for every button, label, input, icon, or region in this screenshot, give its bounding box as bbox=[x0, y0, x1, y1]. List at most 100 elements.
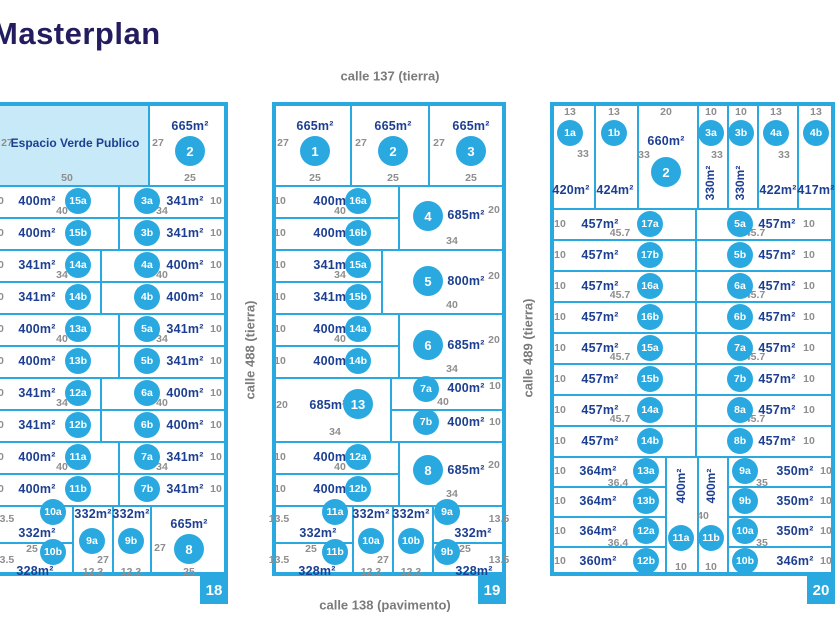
lot-area-label: 400m² bbox=[313, 481, 351, 496]
lot-area-label: 341m² bbox=[166, 193, 204, 208]
dimension-label: 12.3 bbox=[400, 565, 422, 578]
lot-area-label: 685m² bbox=[309, 397, 347, 412]
lot-circle-12a: 12a bbox=[633, 518, 659, 544]
lot-boundary-line bbox=[550, 394, 835, 396]
lot-circle-16b: 16b bbox=[637, 304, 663, 330]
lot-circle-14b: 14b bbox=[345, 348, 371, 374]
dimension-label: 13 bbox=[770, 105, 782, 118]
lot-area-label: 341m² bbox=[313, 257, 351, 272]
lot-boundary-line bbox=[398, 313, 400, 377]
lot-circle-16a: 16a bbox=[345, 188, 371, 214]
lot-area-label: 364m² bbox=[579, 523, 617, 538]
lot-boundary-line bbox=[550, 301, 835, 303]
dimension-label: 13 bbox=[564, 105, 576, 118]
lot-circle-9a: 9a bbox=[434, 499, 460, 525]
dimension-label: 34 bbox=[446, 487, 458, 500]
lot-boundary-line bbox=[0, 345, 228, 347]
lot-circle-5a: 5a bbox=[134, 316, 160, 342]
dimension-label: 40 bbox=[334, 332, 346, 345]
lot-area-label: 665m² bbox=[452, 118, 490, 133]
lot-area-label: 424m² bbox=[596, 182, 634, 197]
lot-area-label: 400m² bbox=[166, 289, 204, 304]
dimension-label: 34 bbox=[446, 362, 458, 375]
dimension-label: 12.3 bbox=[82, 565, 104, 578]
dimension-label: 10 bbox=[210, 226, 222, 239]
dimension-label: 10 bbox=[274, 290, 286, 303]
dimension-label: 10 bbox=[803, 403, 815, 416]
dimension-label: 13.5 bbox=[268, 512, 290, 525]
dimension-label: 10 bbox=[210, 290, 222, 303]
lot-circle-11a: 11a bbox=[65, 444, 91, 470]
lot-area-label: 660m² bbox=[647, 133, 685, 148]
lot-boundary-line bbox=[727, 516, 835, 518]
dimension-label: 40 bbox=[156, 396, 168, 409]
lot-area-label: 350m² bbox=[776, 493, 814, 508]
dimension-label: 35 bbox=[756, 476, 768, 489]
lot-circle-5b: 5b bbox=[134, 348, 160, 374]
lot-circle-5b: 5b bbox=[727, 242, 753, 268]
lot-circle-12a: 12a bbox=[345, 444, 371, 470]
lot-boundary-line bbox=[272, 249, 506, 251]
lot-boundary-line bbox=[550, 546, 665, 548]
lot-area-label: 400m² bbox=[447, 380, 485, 395]
lot-area-label: 400m² bbox=[166, 257, 204, 272]
lot-area-label: 328m² bbox=[455, 563, 493, 578]
lot-area-label: 332m² bbox=[112, 506, 150, 521]
lot-circle-2: 2 bbox=[175, 136, 205, 166]
public-green-space bbox=[0, 102, 148, 185]
dimension-label: 45.7 bbox=[609, 350, 631, 363]
dimension-label: 25 bbox=[465, 171, 477, 184]
lot-circle-15b: 15b bbox=[345, 284, 371, 310]
lot-circle-4b: 4b bbox=[803, 120, 829, 146]
dimension-label: 45.7 bbox=[744, 226, 766, 239]
lot-boundary-line bbox=[697, 102, 699, 208]
dimension-label: 10 bbox=[554, 524, 566, 537]
dimension-label: 10 bbox=[803, 372, 815, 385]
lot-area-label: 350m² bbox=[776, 523, 814, 538]
dimension-label: 20 bbox=[488, 203, 500, 216]
lot-circle-4: 4 bbox=[413, 201, 443, 231]
lot-area-label: 400m² bbox=[313, 353, 351, 368]
dimension-label: 13 bbox=[810, 105, 822, 118]
dimension-label: 27 bbox=[277, 136, 289, 149]
dimension-label: 10 bbox=[554, 464, 566, 477]
lot-circle-13b: 13b bbox=[65, 348, 91, 374]
lot-boundary-line bbox=[352, 505, 354, 576]
lot-area-label: 400m² bbox=[447, 414, 485, 429]
dimension-label: 40 bbox=[56, 204, 68, 217]
dimension-label: 25 bbox=[184, 171, 196, 184]
lot-area-label: 341m² bbox=[18, 289, 56, 304]
lot-boundary-line bbox=[727, 102, 729, 208]
lot-area-label: 364m² bbox=[579, 463, 617, 478]
dimension-label: 10 bbox=[274, 482, 286, 495]
lot-boundary-line bbox=[0, 249, 228, 251]
street-label-calle-137: calle 137 (tierra) bbox=[340, 68, 440, 84]
lot-circle-12a: 12a bbox=[65, 380, 91, 406]
lot-boundary-line bbox=[350, 102, 352, 185]
lot-area-label: 457m² bbox=[758, 216, 796, 231]
dimension-label: 10 bbox=[0, 258, 4, 271]
lot-boundary-line bbox=[797, 102, 799, 208]
dimension-label: 10 bbox=[0, 354, 4, 367]
lot-area-label: 457m² bbox=[581, 278, 619, 293]
lot-boundary-line bbox=[432, 542, 506, 544]
lot-area-label: 457m² bbox=[758, 340, 796, 355]
lot-circle-14a: 14a bbox=[65, 252, 91, 278]
lot-circle-17b: 17b bbox=[637, 242, 663, 268]
dimension-label: 27 bbox=[377, 553, 389, 566]
dimension-label: 10 bbox=[0, 194, 4, 207]
lot-boundary-line bbox=[0, 409, 228, 411]
lot-circle-9b: 9b bbox=[118, 528, 144, 554]
lot-boundary-line bbox=[550, 486, 665, 488]
lot-circle-7b: 7b bbox=[413, 409, 439, 435]
lot-circle-17a: 17a bbox=[637, 211, 663, 237]
dimension-label: 25 bbox=[26, 542, 38, 555]
lot-circle-3b: 3b bbox=[134, 220, 160, 246]
lot-boundary-line bbox=[757, 102, 759, 208]
lot-circle-8: 8 bbox=[174, 534, 204, 564]
lot-boundary-line bbox=[665, 456, 667, 576]
street-label-calle-138: calle 138 (pavimento) bbox=[319, 597, 451, 613]
lot-circle-4a: 4a bbox=[134, 252, 160, 278]
dimension-label: 10 bbox=[210, 354, 222, 367]
dimension-label: 10 bbox=[820, 554, 832, 567]
